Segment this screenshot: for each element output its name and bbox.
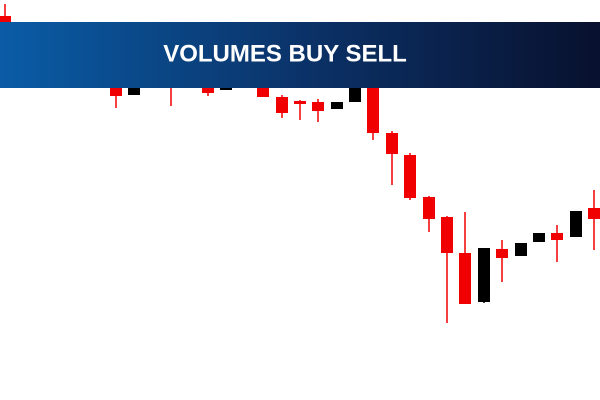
candle xyxy=(496,240,508,282)
candle xyxy=(459,212,471,304)
candle xyxy=(404,153,416,200)
candle xyxy=(551,225,563,262)
candle xyxy=(478,248,490,303)
candle xyxy=(533,233,545,242)
candle xyxy=(276,95,288,118)
candle xyxy=(312,99,324,122)
candle xyxy=(423,196,435,232)
candle xyxy=(588,190,600,250)
candle xyxy=(386,131,398,185)
banner-title: VOLUMES BUY SELL xyxy=(163,40,407,67)
candle xyxy=(294,100,306,120)
candle xyxy=(331,102,343,109)
candle xyxy=(570,211,582,237)
candle xyxy=(367,80,379,140)
banner xyxy=(0,22,600,88)
candle xyxy=(441,216,453,323)
candle xyxy=(515,243,527,256)
